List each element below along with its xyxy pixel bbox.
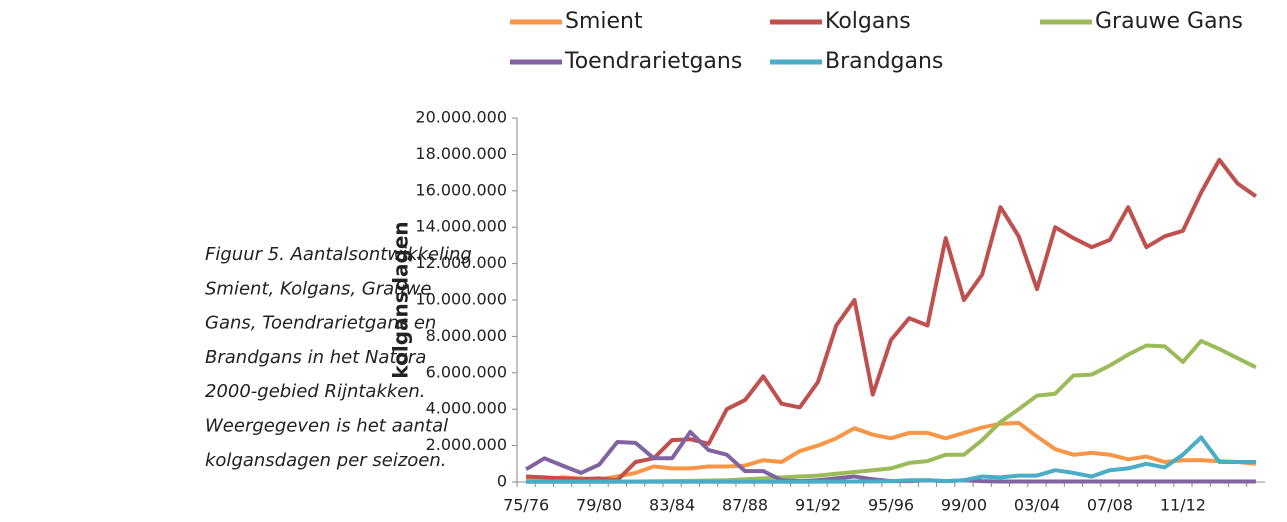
x-tick-label: 87/88 xyxy=(722,496,768,515)
x-tick-label: 99/00 xyxy=(941,496,987,515)
x-tick-label: 91/92 xyxy=(795,496,841,515)
x-tick-label: 07/08 xyxy=(1087,496,1133,515)
y-axis-label: kolgansdagen xyxy=(389,221,413,378)
y-tick-label: 18.000.000 xyxy=(415,144,507,163)
caption-line: Smient, Kolgans, Grauwe xyxy=(205,278,431,299)
caption-line: Weergegeven is het aantal xyxy=(205,416,448,437)
x-tick-label: 79/80 xyxy=(576,496,622,515)
caption-line: Gans, Toendrarietgans en xyxy=(205,313,436,334)
legend-label: Toendrarietgans xyxy=(564,49,742,74)
legend-label: Brandgans xyxy=(825,49,943,74)
legend-label: Kolgans xyxy=(825,9,911,34)
series-line xyxy=(526,157,1258,483)
y-tick-label: 16.000.000 xyxy=(415,180,507,199)
y-tick-label: 10.000.000 xyxy=(415,290,507,309)
caption-line: Brandgans in het Natura xyxy=(205,347,426,368)
x-tick-label: 03/04 xyxy=(1014,496,1060,515)
caption-line: 2000-gebied Rijntakken. xyxy=(205,381,426,402)
x-tick-label: 83/84 xyxy=(649,496,695,515)
caption-line: Figuur 5. Aantalsontwikkeling xyxy=(205,244,472,265)
caption-line: kolgansdagen per seizoen. xyxy=(205,450,447,471)
series-line xyxy=(526,435,1256,484)
y-tick-label: 0 xyxy=(497,472,507,491)
legend-label: Grauwe Gans xyxy=(1095,9,1243,34)
y-tick-label: 6.000.000 xyxy=(426,362,507,381)
x-tick-label: 75/76 xyxy=(503,496,549,515)
x-tick-label: 11/12 xyxy=(1160,496,1206,515)
y-tick-label: 8.000.000 xyxy=(426,326,507,345)
series-line xyxy=(526,420,1257,482)
x-tick-label: 95/96 xyxy=(868,496,914,515)
y-tick-label: 14.000.000 xyxy=(415,217,507,236)
y-tick-label: 4.000.000 xyxy=(426,399,507,418)
legend-label: Smient xyxy=(565,9,643,34)
y-tick-label: 2.000.000 xyxy=(426,435,507,454)
y-tick-label: 12.000.000 xyxy=(415,253,507,272)
y-tick-label: 20.000.000 xyxy=(415,108,507,127)
